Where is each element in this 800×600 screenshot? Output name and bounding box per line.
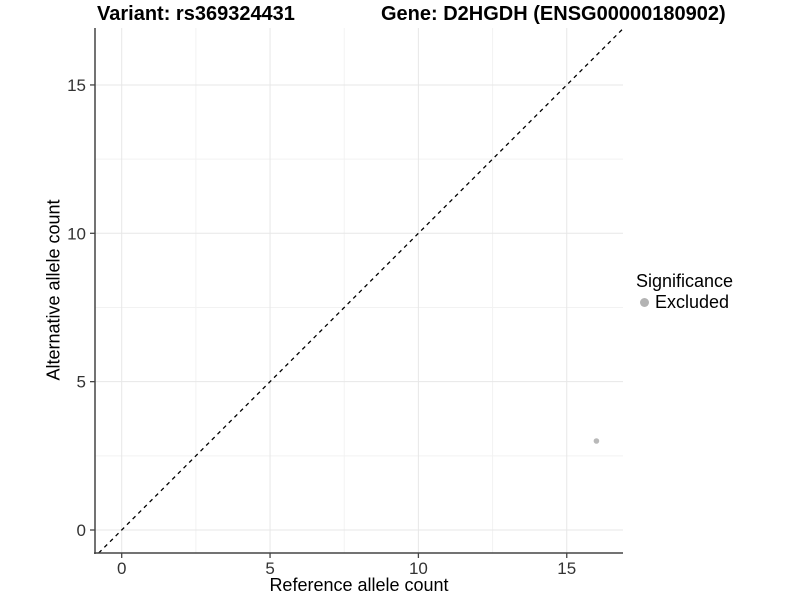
x-tick-label: 5 xyxy=(265,559,274,578)
legend-title: Significance xyxy=(636,271,734,291)
plot-title-gene: Gene: D2HGDH (ENSG00000180902) xyxy=(381,3,726,25)
legend: Significance Excluded xyxy=(636,270,733,313)
x-tick-label: 10 xyxy=(409,559,428,578)
legend-entry-excluded: Excluded xyxy=(636,292,733,313)
data-point xyxy=(593,438,600,444)
x-axis-title: Reference allele count xyxy=(269,575,449,595)
x-tick-label: 15 xyxy=(557,559,576,578)
x-tick-label: 0 xyxy=(117,559,126,578)
y-tick-label: 15 xyxy=(67,76,86,95)
legend-point-icon xyxy=(640,298,649,307)
plot-title-variant: Variant: rs369324431 xyxy=(97,3,295,25)
y-axis-title: Alternative allele count xyxy=(43,199,64,381)
identity-dashed-line xyxy=(98,28,624,554)
legend-entry-label: Excluded xyxy=(655,292,730,312)
y-tick-label: 5 xyxy=(77,373,86,392)
y-tick-label: 10 xyxy=(67,224,86,243)
y-tick-label: 0 xyxy=(77,521,86,540)
